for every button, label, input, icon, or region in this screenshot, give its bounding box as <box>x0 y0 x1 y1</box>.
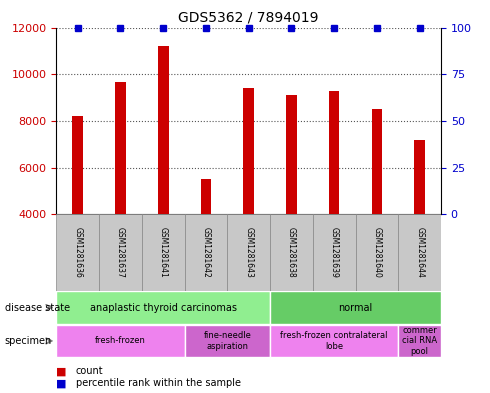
Bar <box>244 88 254 214</box>
Bar <box>398 214 441 291</box>
Text: GSM1281637: GSM1281637 <box>116 227 125 278</box>
Text: percentile rank within the sample: percentile rank within the sample <box>76 378 241 388</box>
Bar <box>270 214 313 291</box>
Bar <box>398 325 441 357</box>
Text: GSM1281640: GSM1281640 <box>372 227 381 278</box>
Bar <box>185 325 270 357</box>
Bar <box>158 46 169 214</box>
Text: count: count <box>76 366 103 376</box>
Text: commer
cial RNA
pool: commer cial RNA pool <box>402 326 437 356</box>
Bar <box>356 214 398 291</box>
Text: normal: normal <box>339 303 373 312</box>
Text: GSM1281642: GSM1281642 <box>201 227 210 278</box>
Text: GSM1281643: GSM1281643 <box>244 227 253 278</box>
Bar <box>185 214 227 291</box>
Text: GSM1281641: GSM1281641 <box>159 227 168 278</box>
Text: ■: ■ <box>56 378 67 388</box>
Bar <box>56 214 99 291</box>
Text: disease state: disease state <box>5 303 70 312</box>
Text: fresh-frozen contralateral
lobe: fresh-frozen contralateral lobe <box>280 331 388 351</box>
Bar <box>227 214 270 291</box>
Text: fine-needle
aspiration: fine-needle aspiration <box>203 331 251 351</box>
Text: GSM1281644: GSM1281644 <box>415 227 424 278</box>
Text: GSM1281639: GSM1281639 <box>330 227 339 278</box>
Bar <box>270 292 441 323</box>
Title: GDS5362 / 7894019: GDS5362 / 7894019 <box>178 11 319 25</box>
Bar <box>414 140 425 214</box>
Text: ■: ■ <box>56 366 67 376</box>
Bar <box>142 214 185 291</box>
Bar <box>286 95 297 214</box>
Bar <box>56 292 270 323</box>
Bar <box>200 179 211 214</box>
Bar <box>73 116 83 214</box>
Bar <box>56 325 185 357</box>
Text: GSM1281636: GSM1281636 <box>73 227 82 278</box>
Bar <box>270 325 398 357</box>
Text: GSM1281638: GSM1281638 <box>287 227 296 278</box>
Bar <box>99 214 142 291</box>
Text: specimen: specimen <box>5 336 52 346</box>
Bar <box>115 83 126 214</box>
Text: anaplastic thyroid carcinomas: anaplastic thyroid carcinomas <box>90 303 237 312</box>
Text: fresh-frozen: fresh-frozen <box>95 336 146 345</box>
Bar <box>371 109 382 214</box>
Bar <box>329 90 340 214</box>
Bar <box>313 214 356 291</box>
